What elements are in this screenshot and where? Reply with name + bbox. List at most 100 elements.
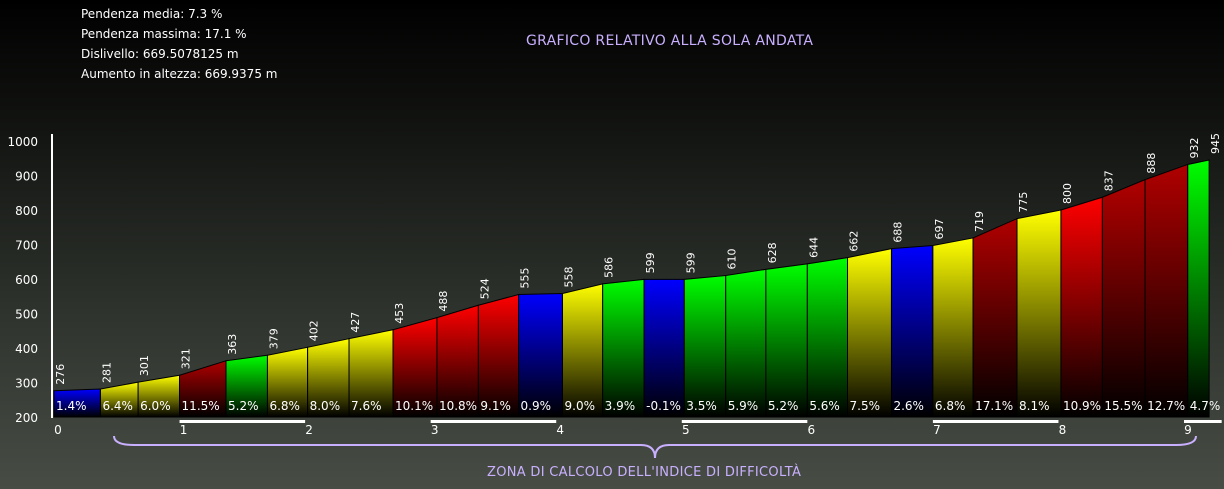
chart-title: GRAFICO RELATIVO ALLA SOLA ANDATA [526, 33, 814, 49]
segment-17 [765, 263, 808, 418]
elevation-label: 932 [1188, 137, 1201, 158]
y-tick-label: 800 [15, 204, 38, 218]
segment-grade-label: 8.0% [310, 399, 341, 413]
segment-grade-label: 6.8% [935, 399, 966, 413]
segment-grade-label: 3.9% [605, 399, 636, 413]
elevation-label: 555 [519, 268, 532, 289]
segment-grade-label: 8.1% [1019, 399, 1050, 413]
difficulty-range-bar [681, 420, 808, 423]
y-tick-label: 300 [15, 377, 38, 391]
segment-16 [725, 268, 767, 418]
segment-grade-label: -0.1% [646, 399, 681, 413]
segment-14 [643, 278, 685, 418]
segment-grade-label: 5.9% [728, 399, 759, 413]
elevation-label: 599 [684, 252, 697, 273]
elevation-label: 281 [100, 362, 113, 383]
segment-grade-label: 5.6% [809, 399, 840, 413]
segment-grade-label: 10.8% [439, 399, 477, 413]
elevation-label: 599 [644, 252, 657, 273]
elevation-label: 453 [393, 303, 406, 324]
x-tick-label: 7 [933, 423, 941, 437]
elevation-label: 524 [478, 278, 491, 299]
segment-15 [683, 275, 727, 418]
stats-panel: Pendenza media: 7.3 % Pendenza massima: … [81, 4, 277, 84]
segment-grade-label: 6.4% [102, 399, 133, 413]
segment-grade-label: 5.2% [228, 399, 259, 413]
x-tick-label: 2 [305, 423, 313, 437]
segment-grade-label: 4.7% [1190, 399, 1221, 413]
x-tick-label: 6 [808, 423, 816, 437]
elevation-label: 644 [807, 237, 820, 258]
elevation-label: 945 [1209, 133, 1222, 154]
y-tick-label: 600 [15, 273, 38, 287]
elevation-label: 662 [848, 231, 861, 252]
segment-grade-label: 1.4% [56, 399, 87, 413]
elevation-label: 379 [267, 328, 280, 349]
segment-25 [1101, 178, 1146, 418]
segment-grade-label: 9.1% [480, 399, 511, 413]
x-tick-label: 0 [54, 423, 62, 437]
segment-grade-label: 17.1% [975, 399, 1013, 413]
elevation-label: 688 [891, 222, 904, 243]
y-tick-label: 900 [15, 170, 38, 184]
elevation-label: 800 [1061, 183, 1074, 204]
segment-27 [1187, 159, 1210, 418]
segment-21 [932, 237, 974, 418]
difficulty-zone-label: ZONA DI CALCOLO DELL'INDICE DI DIFFICOLT… [487, 465, 802, 480]
elevation-label: 586 [603, 257, 616, 278]
y-tick-label: 700 [15, 239, 38, 253]
x-tick-label: 1 [180, 423, 188, 437]
elevation-label: 488 [437, 291, 450, 312]
x-tick-label: 3 [431, 423, 439, 437]
segment-22 [972, 217, 1018, 418]
x-tick-label: 9 [1184, 423, 1192, 437]
segment-grade-label: 7.6% [351, 399, 382, 413]
segment-grade-label: 6.0% [140, 399, 171, 413]
avg-grade-text: Pendenza media: 7.3 % [81, 7, 223, 21]
elevation-label: 301 [138, 355, 151, 376]
segment-26 [1144, 163, 1189, 418]
segment-24 [1060, 196, 1103, 418]
segment-grade-label: 7.5% [850, 399, 881, 413]
difficulty-range-bar [932, 420, 1059, 423]
segment-20 [890, 244, 934, 418]
elevation-label: 558 [563, 266, 576, 287]
elevation-label: 427 [349, 312, 362, 333]
segment-grade-label: 5.2% [768, 399, 799, 413]
segment-13 [602, 278, 645, 418]
elevation-label: 697 [933, 219, 946, 240]
segment-18 [806, 257, 849, 418]
elevation-label: 628 [766, 242, 779, 263]
segment-12 [562, 283, 604, 418]
x-tick-label: 4 [556, 423, 564, 437]
y-tick-label: 1000 [7, 135, 38, 149]
segment-grade-label: 3.5% [686, 399, 717, 413]
elevation-label: 321 [180, 348, 193, 369]
difficulty-zone-brace [113, 435, 1197, 459]
difficulty-range-bar [430, 420, 557, 423]
segment-grade-label: 9.0% [565, 399, 596, 413]
total-gain-text: Aumento in altezza: 669.9375 m [81, 67, 278, 81]
y-tick-label: 500 [15, 308, 38, 322]
max-grade-text: Pendenza massima: 17.1 % [81, 27, 247, 41]
segment-19 [847, 248, 892, 418]
segment-grade-label: 11.5% [182, 399, 220, 413]
elevation-label: 402 [308, 320, 321, 341]
segment-grade-label: 10.9% [1063, 399, 1101, 413]
segment-grade-label: 2.6% [893, 399, 924, 413]
x-tick-label: 5 [682, 423, 690, 437]
x-tick-label: 8 [1059, 423, 1067, 437]
elevation-label: 363 [226, 334, 239, 355]
difficulty-range-bar [1184, 420, 1222, 423]
elevation-label: 610 [726, 249, 739, 270]
segment-grade-label: 10.1% [395, 399, 433, 413]
elevation-label: 888 [1145, 153, 1158, 174]
segment-23 [1016, 209, 1062, 418]
difficulty-range-bar [179, 420, 306, 423]
elevation-label: 276 [54, 364, 67, 385]
elevation-diff-text: Dislivello: 669.5078125 m [81, 47, 239, 61]
elevation-label: 775 [1017, 192, 1030, 213]
y-tick-label: 400 [15, 342, 38, 356]
elevation-label: 837 [1102, 170, 1115, 191]
